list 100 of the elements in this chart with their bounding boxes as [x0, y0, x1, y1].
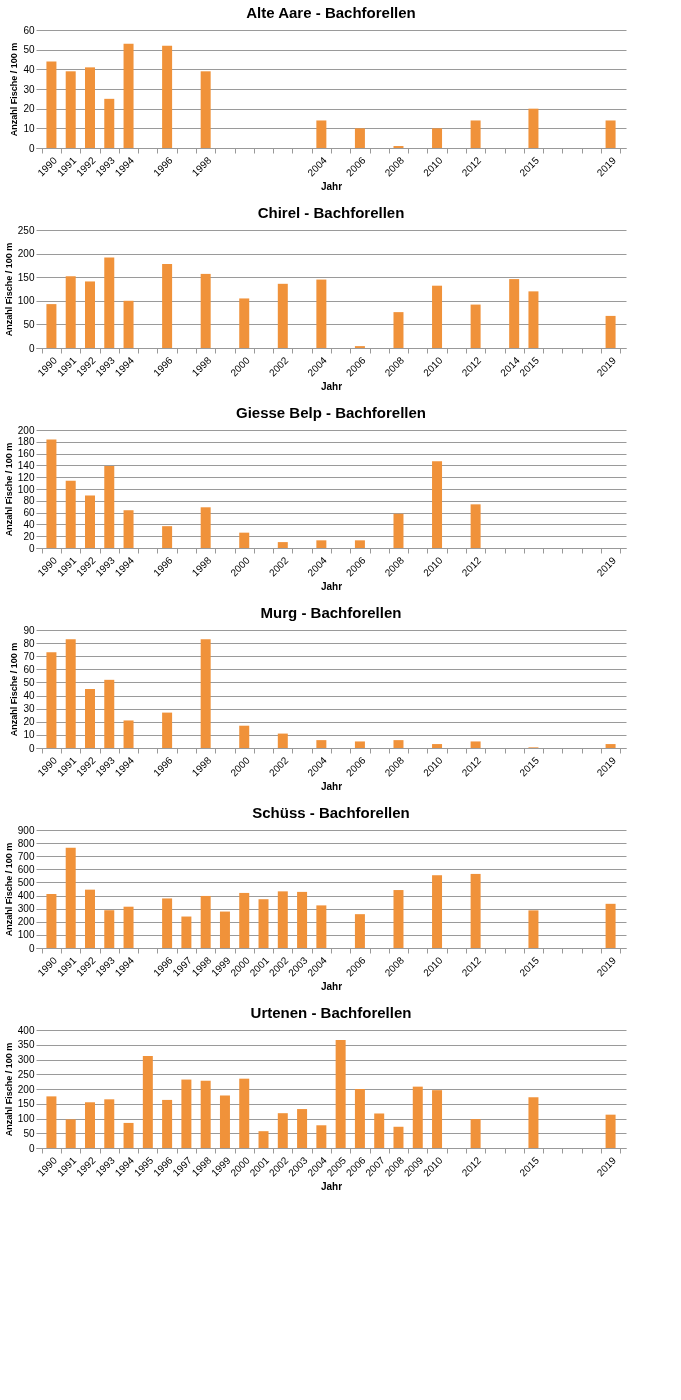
chart-title: Murg - Bachforellen: [260, 604, 402, 621]
y-axis-title: Anzahl Fische / 100 m: [3, 242, 14, 337]
bar: [412, 1086, 423, 1148]
y-tick-label: 40: [23, 690, 35, 702]
bar: [84, 281, 95, 348]
y-tick-label: 160: [17, 448, 35, 460]
y-tick-label: 100: [17, 483, 35, 495]
bar: [354, 741, 365, 748]
y-tick-label: 10: [23, 122, 35, 134]
x-axis-title: Jahr: [320, 981, 343, 993]
bar: [200, 895, 211, 948]
y-tick-label: 400: [17, 1024, 35, 1036]
y-tick-label: 0: [28, 342, 35, 354]
bar: [123, 300, 134, 348]
bar: [605, 744, 616, 748]
bar: [84, 495, 95, 548]
bar: [470, 304, 481, 348]
y-tick-label: 80: [23, 495, 35, 507]
y-tick-label: 50: [23, 318, 35, 330]
bar: [239, 298, 250, 348]
y-tick-label: 0: [28, 542, 35, 554]
bar: [277, 542, 288, 548]
bar: [393, 312, 404, 348]
bar: [162, 898, 173, 948]
bar: [316, 905, 327, 948]
bar: [393, 1126, 404, 1148]
y-tick-label: 20: [23, 530, 35, 542]
bar: [200, 273, 211, 348]
bar: [142, 1055, 153, 1148]
bar: [200, 639, 211, 748]
bar: [200, 507, 211, 548]
bar: [393, 513, 404, 548]
x-axis-title: Jahr: [320, 381, 343, 393]
bar: [46, 61, 57, 148]
y-tick-label: 0: [28, 942, 35, 954]
y-tick-label: 150: [17, 1098, 35, 1110]
y-tick-label: 300: [17, 903, 35, 915]
bar: [528, 1097, 539, 1148]
y-tick-label: 60: [23, 507, 35, 519]
bar: [65, 480, 76, 548]
bar: [432, 875, 443, 948]
bar: [200, 1080, 211, 1148]
bar: [65, 71, 76, 148]
x-axis-title: Jahr: [320, 181, 343, 193]
bar: [46, 1096, 57, 1148]
y-tick-label: 20: [23, 716, 35, 728]
bar: [605, 1114, 616, 1148]
bar: [470, 120, 481, 148]
y-tick-label: 100: [17, 929, 35, 941]
y-tick-label: 180: [17, 436, 35, 448]
bar: [65, 1119, 76, 1148]
bar: [316, 279, 327, 348]
bar: [219, 1095, 230, 1148]
y-tick-label: 100: [17, 1113, 35, 1124]
bar: [316, 540, 327, 548]
y-tick-label: 120: [17, 471, 35, 483]
bar: [239, 1078, 250, 1148]
y-tick-label: 70: [23, 650, 35, 662]
y-tick-label: 100: [17, 295, 35, 307]
bar: [277, 891, 288, 948]
bar: [46, 439, 57, 548]
bar: [162, 526, 173, 548]
bar: [200, 71, 211, 148]
bar: [470, 504, 481, 548]
y-tick-label: 60: [23, 663, 35, 675]
bar: [123, 906, 134, 948]
bar: [432, 461, 443, 548]
bar: [393, 740, 404, 748]
chart-title: Urtenen - Bachforellen: [250, 1004, 412, 1021]
bar: [46, 652, 57, 748]
bar: [84, 889, 95, 948]
bar: [239, 725, 250, 748]
bar: [104, 1099, 115, 1148]
y-tick-label: 350: [17, 1039, 35, 1051]
y-tick-label: 80: [23, 637, 35, 649]
y-tick-label: 200: [17, 424, 35, 436]
bar: [297, 891, 308, 948]
y-tick-label: 90: [23, 624, 35, 636]
bar: [104, 910, 115, 948]
bar: [258, 1131, 269, 1148]
y-tick-label: 10: [23, 729, 35, 741]
bar: [393, 890, 404, 948]
bar: [277, 1113, 288, 1148]
bar: [84, 1102, 95, 1148]
y-tick-label: 50: [23, 44, 35, 56]
y-tick-label: 150: [17, 271, 35, 283]
bar: [123, 510, 134, 548]
bar: [528, 910, 539, 948]
bar: [162, 712, 173, 748]
bar: [181, 1079, 192, 1148]
bar: [258, 899, 269, 948]
y-tick-label: 250: [17, 1068, 35, 1080]
y-tick-label: 300: [17, 1054, 35, 1065]
bar: [84, 67, 95, 148]
y-tick-label: 50: [23, 1127, 35, 1139]
bar: [104, 679, 115, 748]
bar: [509, 279, 520, 348]
y-tick-label: 30: [23, 83, 35, 95]
bar: [316, 740, 327, 748]
y-axis-title: Anzahl Fische / 100 m: [9, 642, 20, 737]
